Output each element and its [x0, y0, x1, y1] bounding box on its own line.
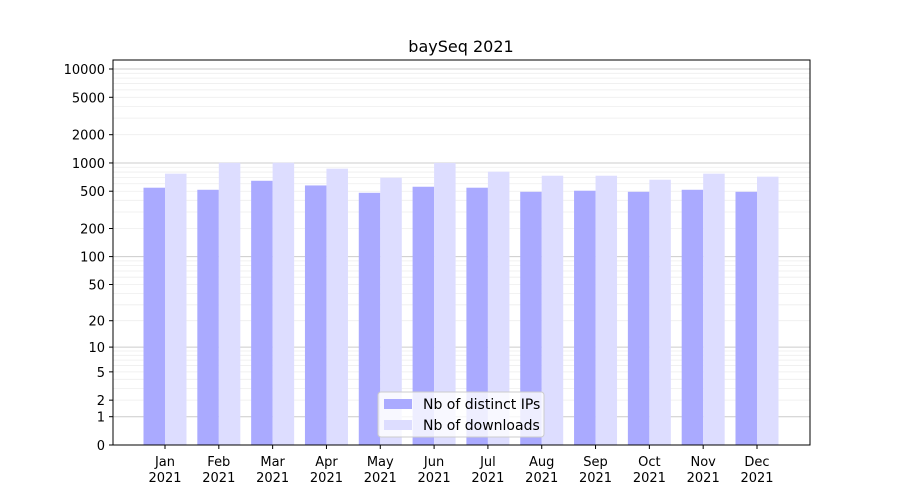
- x-tick-label: Nov: [690, 455, 716, 470]
- bar-distinct-ips: [197, 189, 219, 445]
- x-tick-label: 2021: [633, 471, 666, 486]
- legend: Nb of distinct IPs Nb of downloads: [377, 391, 545, 438]
- y-tick-label: 500: [80, 185, 105, 200]
- y-tick-label: 2: [97, 394, 105, 409]
- x-tick-label: 2021: [687, 471, 720, 486]
- x-tick-label: 2021: [148, 471, 181, 486]
- x-tick-label: 2021: [202, 471, 235, 486]
- x-tick-label: Jun: [423, 455, 444, 470]
- bar-distinct-ips: [627, 191, 650, 445]
- x-tick-label: 2021: [525, 471, 558, 486]
- bar-downloads: [757, 176, 779, 445]
- x-tick-label: Apr: [315, 455, 338, 470]
- axes-frame: [112, 59, 811, 446]
- x-tick-label: 2021: [310, 471, 343, 486]
- x-tick-label: 2021: [256, 471, 289, 486]
- bar-downloads: [165, 173, 187, 446]
- legend-swatch-ips: [384, 399, 412, 409]
- x-tick-label: 2021: [471, 471, 504, 486]
- legend-label-ips: Nb of distinct IPs: [423, 397, 540, 413]
- bar-downloads: [218, 162, 241, 445]
- bar-distinct-ips: [520, 191, 542, 445]
- bar-distinct-ips: [412, 186, 435, 445]
- y-tick-label: 5: [97, 366, 105, 381]
- bar-distinct-ips: [735, 191, 757, 445]
- bar-downloads: [380, 177, 402, 445]
- y-tick-label: 1: [97, 411, 105, 426]
- bar-distinct-ips: [358, 192, 381, 445]
- chart-title: baySeq 2021: [408, 37, 513, 56]
- bar-distinct-ips: [251, 180, 273, 445]
- bar-distinct-ips: [143, 187, 165, 445]
- x-tick-label: 2021: [740, 471, 773, 486]
- y-tick-label: 10: [88, 341, 105, 356]
- bar-downloads: [434, 162, 456, 445]
- y-tick-label: 5000: [72, 91, 105, 106]
- x-tick-label: 2021: [579, 471, 612, 486]
- x-tick-label: 2021: [418, 471, 451, 486]
- x-tick-label: Aug: [529, 455, 554, 470]
- x-tick-label: Oct: [638, 455, 660, 470]
- y-tick-label: 0: [97, 439, 105, 454]
- y-tick-label: 2000: [72, 129, 105, 144]
- bar-downloads: [649, 179, 671, 446]
- bar-downloads: [703, 173, 725, 446]
- y-tick-label: 1000: [72, 157, 105, 172]
- x-tick-label: Mar: [260, 455, 285, 470]
- y-tick-label: 200: [80, 222, 105, 237]
- bar-distinct-ips: [304, 185, 327, 446]
- x-tick-label: Jul: [479, 455, 496, 470]
- y-tick-label: 100: [80, 251, 105, 266]
- bar-downloads: [326, 168, 348, 446]
- x-tick-label: Dec: [744, 455, 769, 470]
- y-tick-label: 10000: [64, 63, 105, 78]
- legend-label-downloads: Nb of downloads: [423, 418, 540, 434]
- bar-downloads: [595, 175, 618, 445]
- bar-downloads: [487, 171, 510, 445]
- x-tick-label: Sep: [583, 455, 608, 470]
- x-tick-label: May: [367, 455, 394, 470]
- bar-distinct-ips: [574, 190, 596, 445]
- legend-swatch-downloads: [384, 420, 412, 430]
- y-tick-label: 50: [88, 278, 105, 293]
- bar-downloads: [541, 175, 564, 445]
- bar-downloads: [272, 162, 295, 445]
- bar-distinct-ips: [466, 187, 488, 445]
- x-tick-label: Jan: [154, 455, 175, 470]
- bar-distinct-ips: [681, 189, 704, 445]
- x-tick-label: Feb: [207, 455, 230, 470]
- x-tick-label: 2021: [364, 471, 397, 486]
- y-tick-label: 20: [88, 315, 105, 330]
